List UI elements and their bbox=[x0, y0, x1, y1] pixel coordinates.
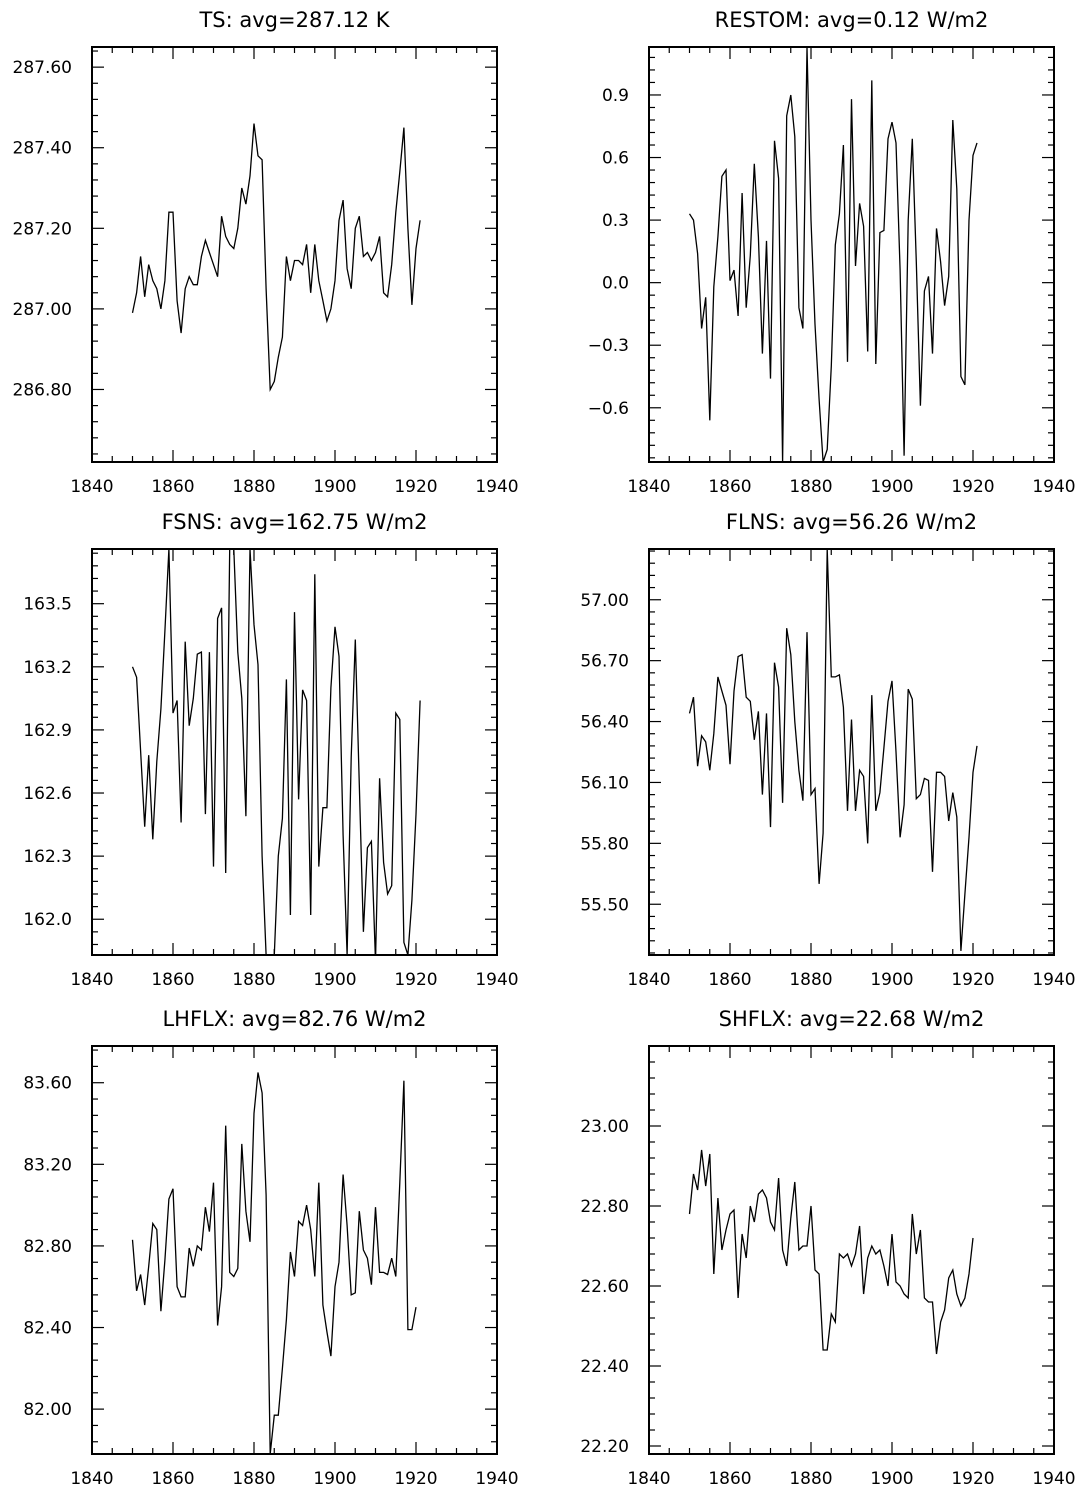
panel-flns: FLNS: avg=56.26 W/m2 1840 1860 1880 1900 1920… bbox=[580, 510, 1075, 990]
x-tick-label: 1900 bbox=[870, 477, 913, 497]
x-tick-label: 1860 bbox=[708, 1469, 751, 1489]
panel-title: FSNS: avg=162.75 W/m2 bbox=[162, 510, 428, 534]
x-tick-label: 1860 bbox=[151, 477, 194, 497]
x-tick-label: 1920 bbox=[951, 477, 994, 497]
y-tick-label: 56.40 bbox=[580, 713, 629, 733]
x-tick-label: 1940 bbox=[475, 970, 518, 990]
x-tick-label: 1940 bbox=[1032, 970, 1075, 990]
y-tick-label: 0.0 bbox=[602, 274, 629, 294]
plot-frame bbox=[648, 548, 1055, 956]
y-tick-label: 56.10 bbox=[580, 773, 629, 793]
panel-ts: TS: avg=287.12 K 1840 1860 1880 1900 1920 1940… bbox=[13, 8, 519, 497]
panel-title: SHFLX: avg=22.68 W/m2 bbox=[719, 1007, 985, 1031]
x-tick-label: 1900 bbox=[313, 1469, 356, 1489]
x-tick-label: 1940 bbox=[1032, 477, 1075, 497]
series-line bbox=[131, 1072, 417, 1454]
y-tick-label: 0.6 bbox=[602, 149, 629, 169]
x-tick-label: 1920 bbox=[394, 477, 437, 497]
y-tick-label: 57.00 bbox=[580, 591, 629, 611]
x-tick-label: 1880 bbox=[232, 1469, 275, 1489]
y-tick-label: 82.00 bbox=[23, 1400, 72, 1420]
x-tick-label: 1840 bbox=[627, 477, 670, 497]
x-tick-label: 1920 bbox=[394, 970, 437, 990]
y-tick-label: 55.80 bbox=[580, 834, 629, 854]
y-tick-label: 162.6 bbox=[23, 784, 72, 804]
plot-frame bbox=[648, 1045, 1055, 1455]
y-tick-label: 286.80 bbox=[13, 380, 72, 400]
series-line bbox=[688, 549, 978, 951]
panel-title: RESTOM: avg=0.12 W/m2 bbox=[715, 8, 989, 32]
x-tick-label: 1900 bbox=[870, 970, 913, 990]
y-tick-label: 163.2 bbox=[23, 658, 72, 678]
y-tick-label: 0.3 bbox=[602, 211, 629, 231]
x-tick-label: 1860 bbox=[151, 970, 194, 990]
y-tick-label: 287.40 bbox=[13, 139, 72, 159]
x-tick-label: 1880 bbox=[789, 970, 832, 990]
y-tick-label: 22.40 bbox=[580, 1357, 629, 1377]
x-tick-label: 1880 bbox=[789, 477, 832, 497]
panel-fsns: FSNS: avg=162.75 W/m2 1840 1860 1880 1900 192… bbox=[23, 510, 518, 990]
panel-title: LHFLX: avg=82.76 W/m2 bbox=[162, 1007, 426, 1031]
x-tick-label: 1940 bbox=[475, 1469, 518, 1489]
y-tick-label: 83.20 bbox=[23, 1155, 72, 1175]
y-tick-label: 162.0 bbox=[23, 910, 72, 930]
x-tick-label: 1920 bbox=[951, 1469, 994, 1489]
x-tick-label: 1940 bbox=[475, 477, 518, 497]
y-tick-label: 56.70 bbox=[580, 652, 629, 672]
x-tick-label: 1860 bbox=[708, 970, 751, 990]
y-tick-label: 23.00 bbox=[580, 1117, 629, 1137]
y-tick-label: 22.60 bbox=[580, 1277, 629, 1297]
x-tick-label: 1920 bbox=[951, 970, 994, 990]
y-tick-label: 287.60 bbox=[13, 58, 72, 78]
y-tick-label: 163.5 bbox=[23, 595, 72, 615]
y-tick-label: 287.00 bbox=[13, 300, 72, 320]
series-line bbox=[688, 47, 978, 462]
y-tick-label: 22.80 bbox=[580, 1197, 629, 1217]
plot-frame bbox=[91, 548, 498, 956]
panel-restom: RESTOM: avg=0.12 W/m2 1840 1860 1880 1900 192… bbox=[588, 8, 1076, 497]
series-line bbox=[131, 549, 421, 955]
panel-title: TS: avg=287.12 K bbox=[198, 8, 390, 32]
series-line bbox=[131, 123, 421, 393]
y-tick-label: 162.3 bbox=[23, 847, 72, 867]
y-tick-label: 22.20 bbox=[580, 1437, 629, 1457]
y-tick-label: 162.9 bbox=[23, 721, 72, 741]
y-tick-label: −0.3 bbox=[588, 336, 629, 356]
x-tick-label: 1880 bbox=[232, 970, 275, 990]
x-tick-label: 1860 bbox=[151, 1469, 194, 1489]
y-tick-label: 55.50 bbox=[580, 895, 629, 915]
x-tick-label: 1900 bbox=[870, 1469, 913, 1489]
x-tick-label: 1840 bbox=[70, 1469, 113, 1489]
y-tick-label: 287.20 bbox=[13, 219, 72, 239]
panel-lhflx: LHFLX: avg=82.76 W/m2 1840 1860 1880 1900 192… bbox=[23, 1007, 518, 1489]
x-tick-label: 1880 bbox=[789, 1469, 832, 1489]
y-tick-label: 82.80 bbox=[23, 1237, 72, 1257]
x-tick-label: 1860 bbox=[708, 477, 751, 497]
panel-title: FLNS: avg=56.26 W/m2 bbox=[726, 510, 977, 534]
y-tick-label: −0.6 bbox=[588, 399, 629, 419]
x-tick-label: 1900 bbox=[313, 477, 356, 497]
panel-shflx: SHFLX: avg=22.68 W/m2 1840 1860 1880 1900 192… bbox=[580, 1007, 1075, 1489]
x-tick-label: 1840 bbox=[627, 970, 670, 990]
x-tick-label: 1840 bbox=[70, 970, 113, 990]
plot-frame bbox=[91, 1045, 498, 1455]
x-tick-label: 1880 bbox=[232, 477, 275, 497]
x-tick-label: 1920 bbox=[394, 1469, 437, 1489]
plot-frame bbox=[91, 46, 498, 463]
x-tick-label: 1840 bbox=[70, 477, 113, 497]
y-tick-label: 82.40 bbox=[23, 1319, 72, 1339]
x-tick-label: 1840 bbox=[627, 1469, 670, 1489]
series-line bbox=[688, 1149, 974, 1355]
y-tick-label: 83.60 bbox=[23, 1074, 72, 1094]
x-tick-label: 1900 bbox=[313, 970, 356, 990]
x-tick-label: 1940 bbox=[1032, 1469, 1075, 1489]
y-tick-label: 0.9 bbox=[602, 86, 629, 106]
